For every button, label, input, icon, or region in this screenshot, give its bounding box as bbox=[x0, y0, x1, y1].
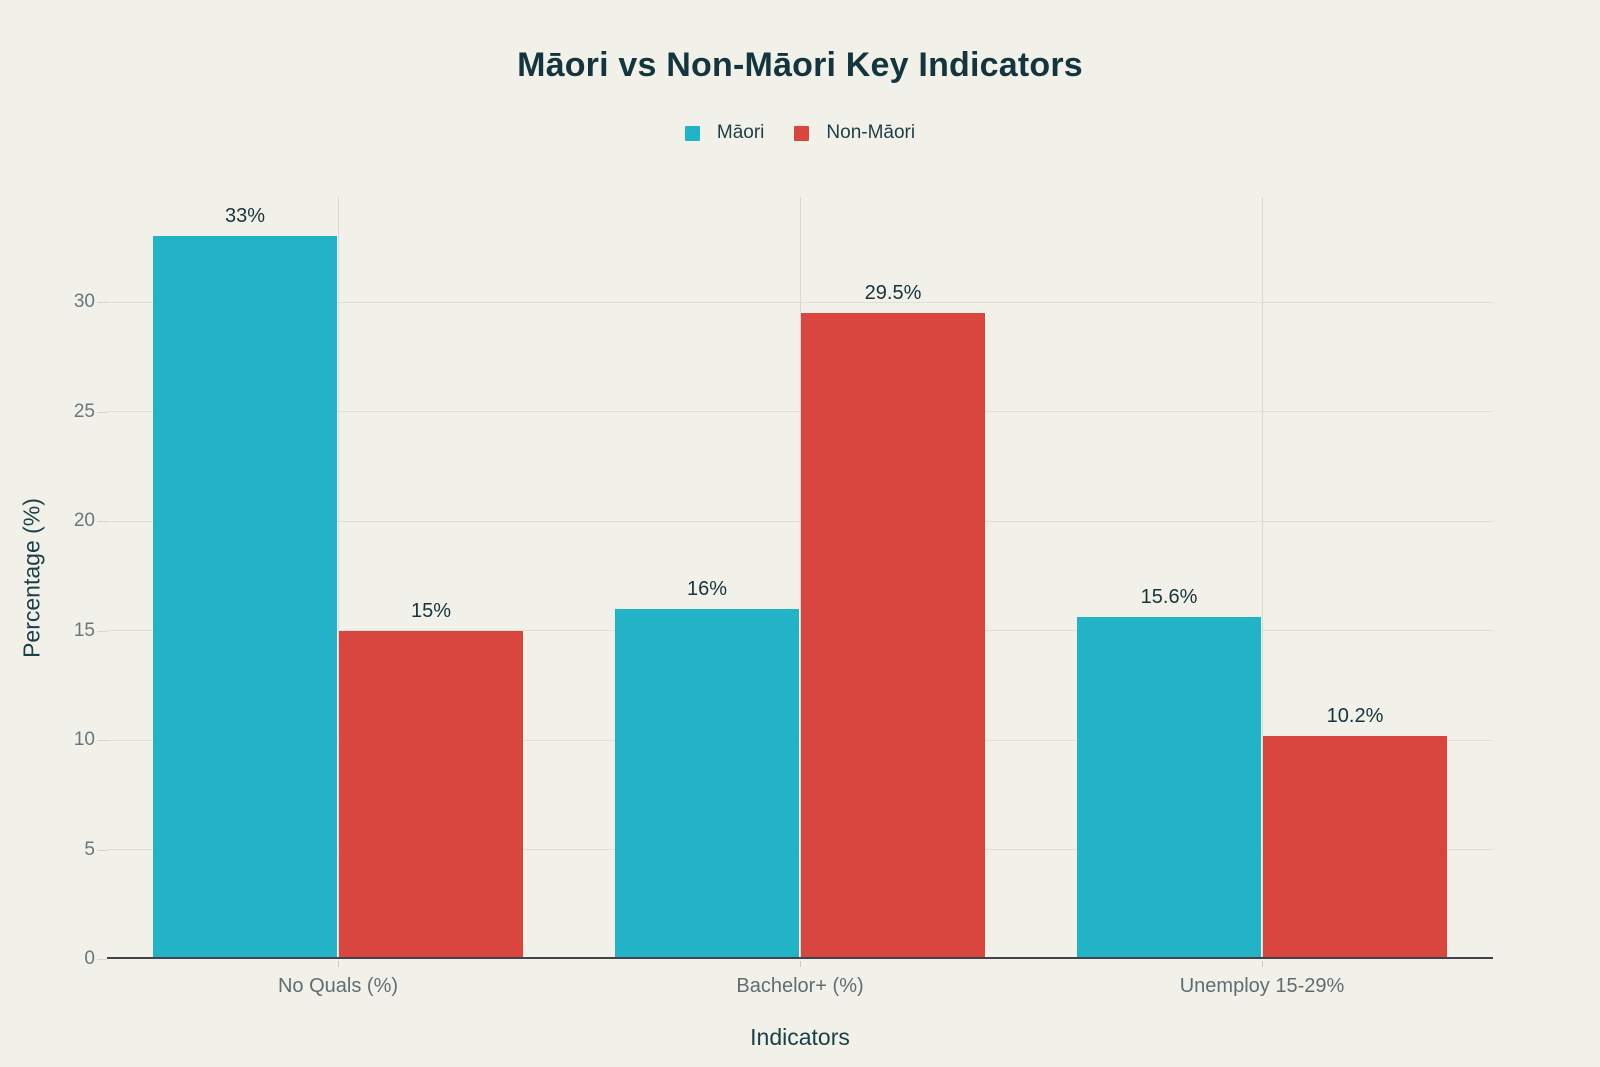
legend-swatch-non-maori bbox=[794, 125, 810, 141]
y-tick-mark bbox=[97, 521, 107, 523]
y-tick-label: 5 bbox=[84, 838, 95, 860]
bar-value-label: 10.2% bbox=[1326, 704, 1384, 727]
y-tick-label: 30 bbox=[73, 291, 95, 313]
bar-value-label: 33% bbox=[224, 205, 266, 228]
chart-title: Māori vs Non-Māori Key Indicators bbox=[517, 46, 1083, 84]
x-category-label-no-quals: No Quals (%) bbox=[277, 975, 399, 997]
bar-value-label: 15% bbox=[410, 599, 452, 622]
bar-non-maori-bachelor[interactable] bbox=[801, 313, 985, 959]
legend-item-non-maori[interactable]: Non-Māori bbox=[794, 122, 915, 144]
legend-label: Non-Māori bbox=[826, 122, 916, 143]
x-gridline bbox=[799, 197, 801, 959]
x-tick-mark bbox=[337, 961, 339, 967]
y-tick-mark bbox=[97, 959, 107, 960]
bar-maori-no-quals[interactable] bbox=[153, 236, 337, 959]
bar-value-label: 16% bbox=[686, 577, 728, 600]
x-category-label-unemploy-15-29: Unemploy 15-29% bbox=[1179, 975, 1345, 997]
bar-value-label: 29.5% bbox=[864, 282, 922, 305]
legend-label: Māori bbox=[716, 122, 765, 143]
y-tick-label: 0 bbox=[84, 948, 95, 969]
y-tick-mark bbox=[97, 630, 107, 632]
y-tick-mark bbox=[97, 411, 107, 413]
y-tick-label: 10 bbox=[73, 729, 95, 751]
y-tick-label: 25 bbox=[73, 400, 95, 422]
x-gridline bbox=[1261, 197, 1263, 959]
bar-non-maori-unemploy-15-29[interactable] bbox=[1263, 735, 1447, 959]
plot-area: 33% 16% 15.6% 15% 29.5% 10.2% bbox=[107, 197, 1493, 959]
legend-swatch-maori bbox=[684, 125, 700, 141]
x-axis-line bbox=[107, 957, 1493, 959]
bar-non-maori-no-quals[interactable] bbox=[339, 630, 523, 959]
x-gridline bbox=[337, 197, 339, 959]
y-tick-label: 20 bbox=[73, 510, 95, 532]
x-tick-mark bbox=[1261, 961, 1263, 967]
legend-item-maori[interactable]: Māori bbox=[684, 122, 765, 144]
x-axis-title: Indicators bbox=[750, 1024, 850, 1050]
bar-maori-bachelor[interactable] bbox=[615, 608, 799, 959]
y-tick-label: 15 bbox=[73, 619, 95, 641]
x-category-label-bachelor: Bachelor+ (%) bbox=[736, 975, 864, 997]
legend: Māori Non-Māori bbox=[0, 122, 1600, 144]
bar-value-label: 15.6% bbox=[1140, 586, 1198, 609]
bar-maori-unemploy-15-29[interactable] bbox=[1077, 617, 1261, 959]
x-tick-mark bbox=[799, 961, 801, 967]
y-tick-mark bbox=[97, 849, 107, 851]
y-tick-mark bbox=[97, 740, 107, 742]
y-tick-mark bbox=[97, 302, 107, 304]
